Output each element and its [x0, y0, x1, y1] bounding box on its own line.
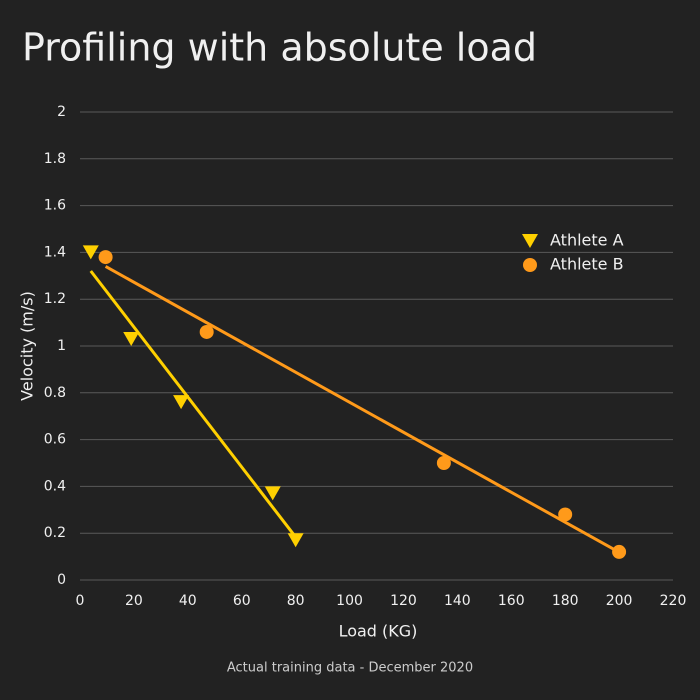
- x-tick-label: 80: [287, 593, 305, 609]
- data-point: [264, 486, 281, 501]
- x-tick-label: 20: [125, 593, 143, 609]
- x-tick-label: 40: [179, 593, 197, 609]
- data-point: [82, 245, 99, 260]
- y-tick-label: 0: [57, 572, 66, 588]
- x-tick-label: 140: [444, 593, 471, 609]
- x-tick-label: 180: [552, 593, 579, 609]
- y-tick-label: 0.8: [44, 385, 66, 401]
- legend-label: Athlete A: [550, 231, 624, 250]
- trend-line: [89, 270, 297, 538]
- x-axis-label: Load (KG): [339, 622, 418, 641]
- y-tick-label: 1.2: [44, 291, 66, 307]
- x-tick-label: 120: [390, 593, 417, 609]
- legend-label: Athlete B: [550, 255, 624, 274]
- y-tick-label: 2: [57, 104, 66, 120]
- data-point: [173, 395, 190, 410]
- data-point: [612, 544, 627, 559]
- y-tick-label: 1: [57, 338, 66, 354]
- data-point: [558, 507, 573, 522]
- x-tick-label: 100: [336, 593, 363, 609]
- legend-marker: [522, 234, 538, 248]
- trend-line: [104, 265, 620, 554]
- legend-marker: [523, 258, 537, 272]
- footnote: Actual training data - December 2020: [227, 661, 473, 676]
- y-tick-label: 0.6: [44, 432, 66, 448]
- x-tick-label: 220: [660, 593, 687, 609]
- y-axis-label: Velocity (m/s): [18, 291, 37, 401]
- data-point: [436, 456, 451, 470]
- y-tick-label: 1.8: [44, 151, 66, 167]
- y-tick-label: 0.4: [44, 478, 66, 494]
- data-point: [199, 324, 214, 339]
- y-tick-label: 1.4: [44, 244, 66, 260]
- data-point: [123, 331, 140, 346]
- y-tick-label: 1.6: [44, 198, 66, 214]
- chart-title: Profiling with absolute load: [22, 26, 537, 70]
- data-point: [287, 533, 304, 548]
- x-tick-label: 0: [76, 593, 85, 609]
- x-tick-label: 160: [498, 593, 525, 609]
- x-tick-label: 200: [606, 593, 633, 609]
- y-tick-label: 0.2: [44, 525, 66, 541]
- x-tick-label: 60: [233, 593, 251, 609]
- data-point: [98, 250, 113, 265]
